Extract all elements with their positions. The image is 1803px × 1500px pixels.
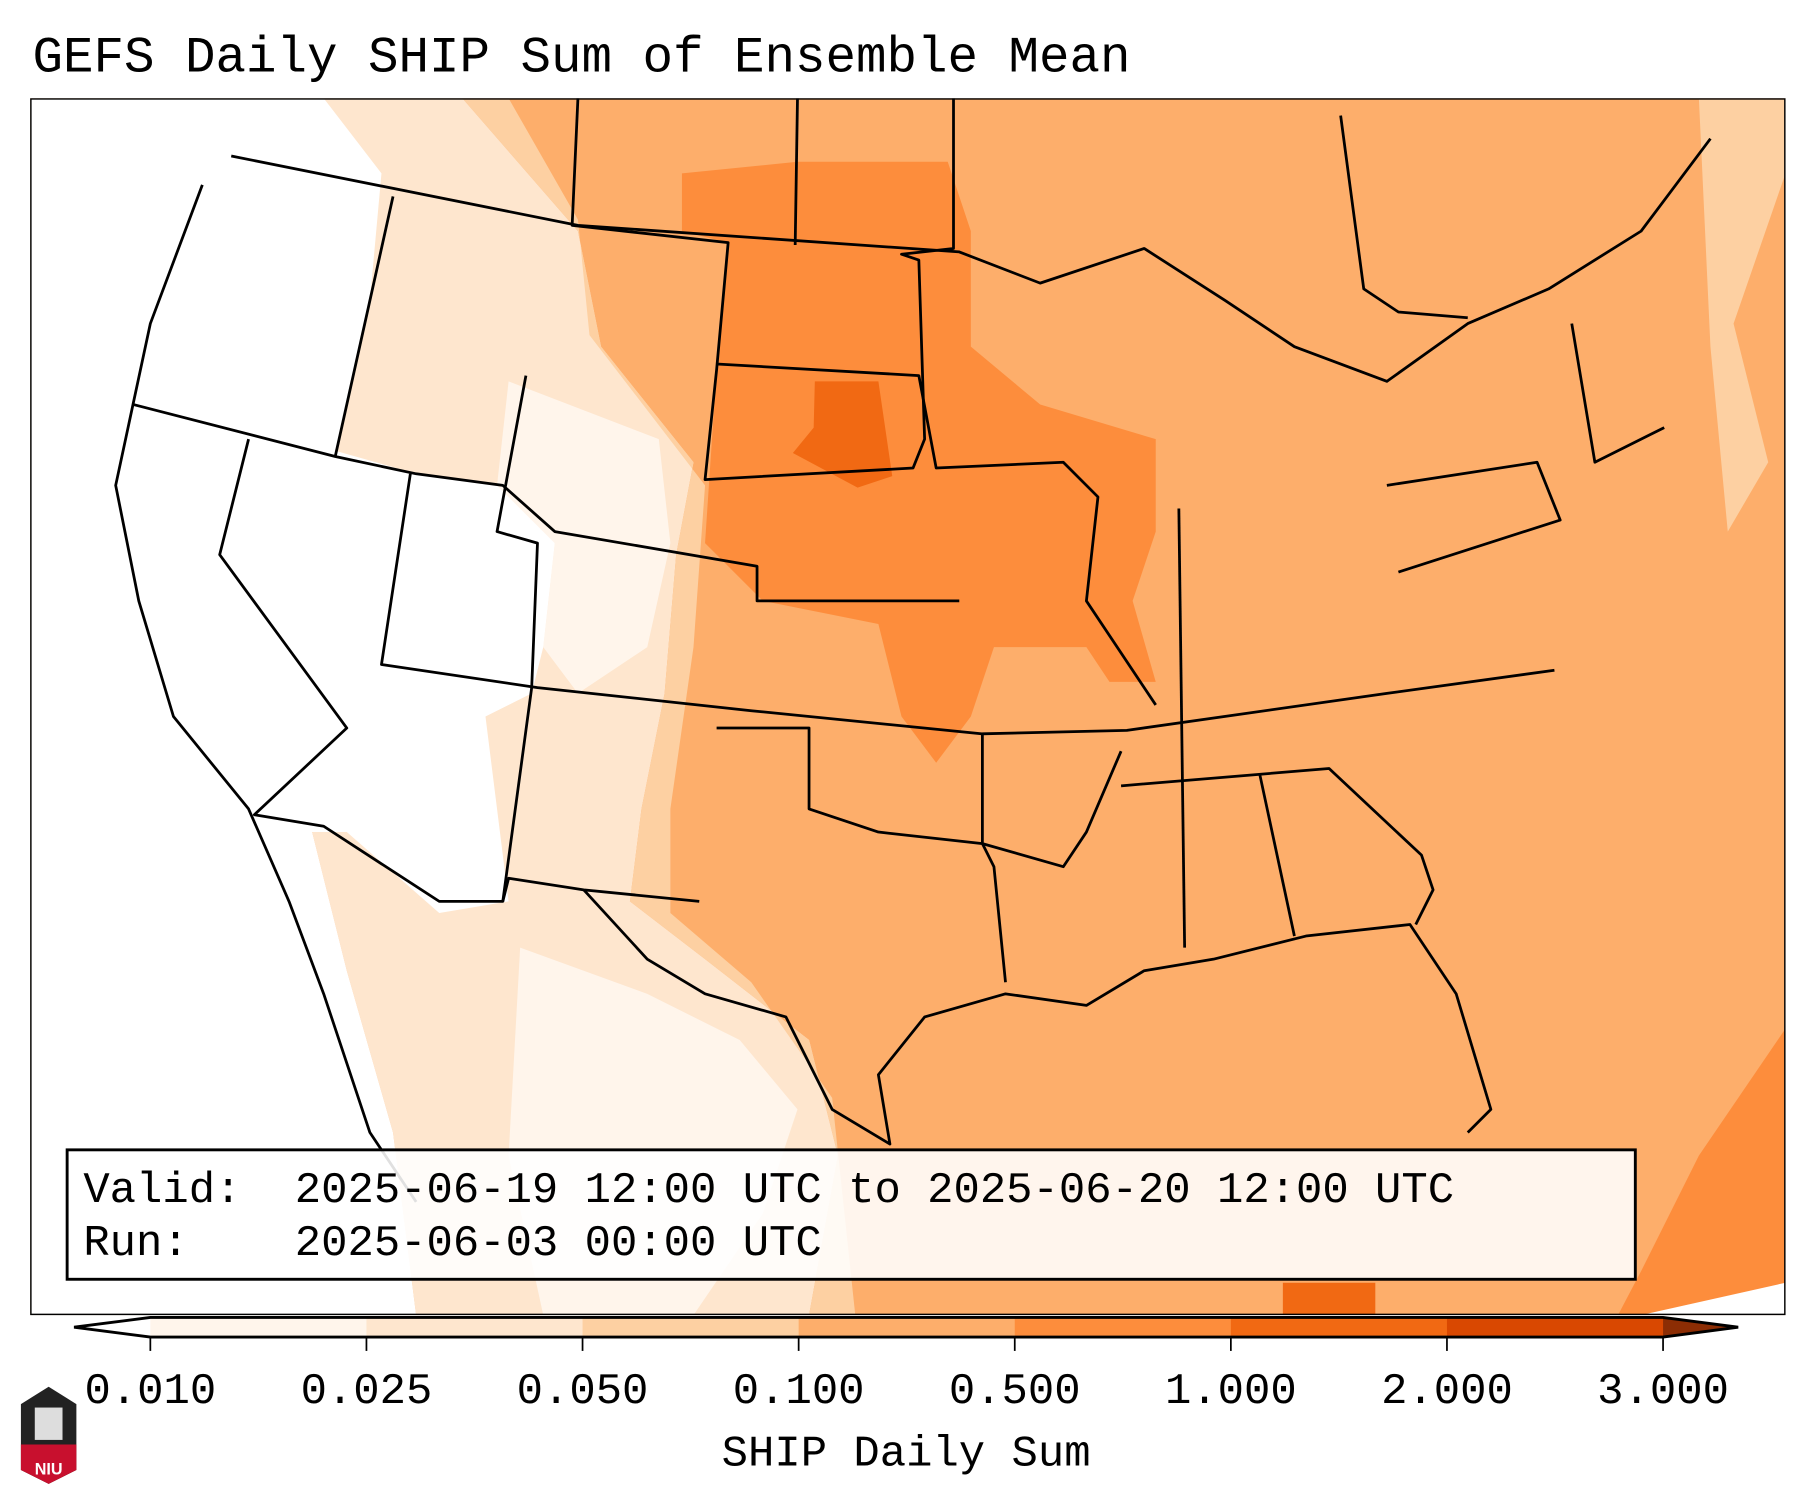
field-under-threshold <box>30 98 555 1316</box>
colorbar-tick-label: 0.500 <box>949 1367 1081 1417</box>
field-peak <box>792 381 893 488</box>
colorbar-segment <box>366 1317 584 1338</box>
colorbar-tick-label: 0.025 <box>301 1367 433 1417</box>
field-atlantic-light <box>1698 98 1786 532</box>
colorbar-segment <box>1230 1317 1448 1338</box>
colorbar-tick-label: 0.050 <box>517 1367 649 1417</box>
colorbar-segment <box>1446 1317 1664 1338</box>
colorbar-tick-label: 2.000 <box>1381 1367 1513 1417</box>
colorbar-label: SHIP Daily Sum <box>722 1429 1091 1479</box>
colorbar: 0.010 0.025 0.050 0.100 0.500 1.000 2.000 3.000 <box>73 1315 1739 1417</box>
colorbar-tick-label: 1.000 <box>1165 1367 1297 1417</box>
field-gulf-high <box>1282 1282 1376 1316</box>
colorbar-segment <box>798 1317 1016 1338</box>
colorbar-segment <box>1014 1317 1232 1338</box>
info-box: Valid: 2025-06-19 12:00 UTC to 2025-06-2… <box>65 1148 1637 1281</box>
colorbar-tick-label: 0.100 <box>733 1367 865 1417</box>
colorbar-segment <box>150 1317 368 1338</box>
field-plains-high <box>681 161 1156 763</box>
run-label: Run: <box>83 1219 188 1269</box>
outside-domain <box>1641 1282 1786 1316</box>
colorbar-tick-label: 3.000 <box>1597 1367 1729 1417</box>
colorbar-under-extension <box>74 1317 151 1338</box>
run-value: 2025-06-03 00:00 UTC <box>295 1219 822 1269</box>
colorbar-over-extension <box>1663 1317 1739 1338</box>
field-light-band <box>312 98 838 1316</box>
niu-logo: NIU <box>20 1386 77 1484</box>
boundaries <box>114 98 1712 1203</box>
niu-logo-text: NIU <box>35 1461 63 1479</box>
valid-label: Valid: <box>83 1166 241 1216</box>
colorbar-segment <box>582 1317 800 1338</box>
colorbar-tick-label: 0.010 <box>84 1367 216 1417</box>
page-title: GEFS Daily SHIP Sum of Ensemble Mean <box>32 31 1130 88</box>
field-atlantic-high <box>1617 1028 1786 1316</box>
map <box>30 98 1786 1316</box>
valid-value: 2025-06-19 12:00 UTC to 2025-06-20 12:00… <box>295 1166 1454 1216</box>
